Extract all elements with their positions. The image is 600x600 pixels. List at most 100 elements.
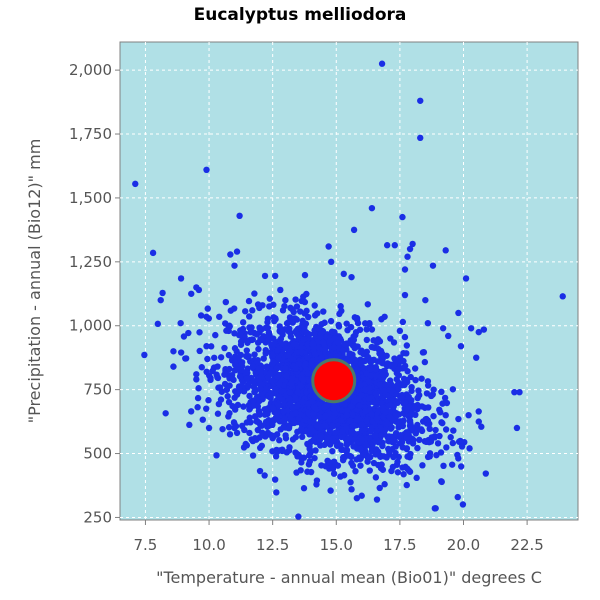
x-tick-label: 22.5 xyxy=(510,536,543,554)
data-point xyxy=(208,343,215,350)
data-point xyxy=(394,469,402,476)
data-point xyxy=(373,415,381,422)
data-point xyxy=(442,411,449,419)
data-point xyxy=(478,423,485,430)
data-point xyxy=(459,501,467,508)
data-point xyxy=(430,386,437,393)
x-tick-label: 10.0 xyxy=(192,536,225,554)
data-point xyxy=(424,453,432,461)
data-point xyxy=(425,404,432,411)
data-point xyxy=(344,326,351,334)
data-point xyxy=(277,286,284,294)
data-point xyxy=(398,395,405,402)
data-point xyxy=(416,436,423,444)
data-point xyxy=(276,437,283,444)
data-point xyxy=(270,358,278,365)
data-point xyxy=(353,314,361,322)
data-point xyxy=(249,452,257,459)
data-point xyxy=(475,408,482,415)
data-point xyxy=(177,275,185,282)
data-point xyxy=(441,394,449,402)
data-point xyxy=(330,344,338,351)
data-point xyxy=(362,408,369,415)
data-point xyxy=(417,134,424,142)
data-point xyxy=(406,245,414,253)
data-point xyxy=(388,381,395,388)
data-point xyxy=(368,411,375,418)
data-point xyxy=(297,382,304,389)
data-point xyxy=(285,352,292,359)
data-point xyxy=(339,428,346,435)
data-point xyxy=(365,378,372,385)
data-point xyxy=(352,331,359,339)
data-point xyxy=(372,474,380,481)
y-axis: 250 500 750 1,000 1,250 1,500 1,750 2,000 xyxy=(69,61,120,526)
data-point xyxy=(311,330,318,337)
data-point xyxy=(373,339,381,347)
data-point xyxy=(412,430,420,437)
data-point xyxy=(203,342,210,350)
data-point xyxy=(250,383,258,391)
data-point xyxy=(381,387,388,395)
data-point xyxy=(408,387,415,395)
x-tick-label: 12.5 xyxy=(256,536,289,554)
data-point xyxy=(379,442,386,450)
data-point xyxy=(386,402,394,409)
data-point xyxy=(193,376,200,383)
data-point xyxy=(225,351,233,359)
data-point xyxy=(304,370,312,377)
data-point xyxy=(270,301,277,308)
data-point xyxy=(436,432,443,440)
data-point xyxy=(419,462,426,469)
mean-point xyxy=(311,358,357,404)
data-point xyxy=(261,272,269,280)
data-point xyxy=(264,315,272,323)
data-point xyxy=(236,212,243,220)
data-point xyxy=(271,317,278,325)
x-tick-label: 7.5 xyxy=(134,536,158,554)
data-point xyxy=(239,319,247,326)
data-point xyxy=(321,441,328,449)
data-point xyxy=(311,302,318,309)
data-point xyxy=(457,463,465,470)
data-point xyxy=(214,410,222,417)
data-point xyxy=(256,411,263,418)
data-point xyxy=(363,417,370,425)
data-point xyxy=(407,450,414,458)
data-point xyxy=(243,375,251,382)
data-point xyxy=(304,354,311,361)
data-point xyxy=(319,338,327,346)
data-point xyxy=(292,365,299,372)
data-point xyxy=(351,342,359,350)
data-point xyxy=(433,451,440,459)
data-point xyxy=(292,296,299,303)
data-point xyxy=(262,324,270,332)
data-point xyxy=(403,434,410,442)
data-point xyxy=(246,406,253,413)
data-point xyxy=(307,449,314,457)
data-point xyxy=(213,452,220,459)
data-point xyxy=(221,344,228,352)
data-point xyxy=(430,412,437,420)
data-point xyxy=(185,329,192,337)
data-point xyxy=(205,397,212,404)
data-point xyxy=(269,377,276,385)
data-point xyxy=(301,298,309,306)
chart-title: Eucalyptus melliodora xyxy=(194,5,407,25)
data-point xyxy=(281,415,289,422)
data-point xyxy=(398,438,406,446)
data-point xyxy=(346,452,354,460)
y-axis-label: "Precipitation - annual (Bio12)" mm xyxy=(25,139,44,424)
data-point xyxy=(400,471,407,478)
data-point xyxy=(424,319,432,327)
data-point xyxy=(310,411,317,418)
data-point xyxy=(390,396,398,403)
data-point xyxy=(255,345,262,353)
data-point xyxy=(363,336,371,344)
y-tick-label: 2,000 xyxy=(69,61,112,79)
data-point xyxy=(249,307,256,314)
data-point xyxy=(253,393,261,400)
data-point xyxy=(205,315,213,322)
data-point xyxy=(226,323,233,330)
data-point xyxy=(386,413,393,421)
